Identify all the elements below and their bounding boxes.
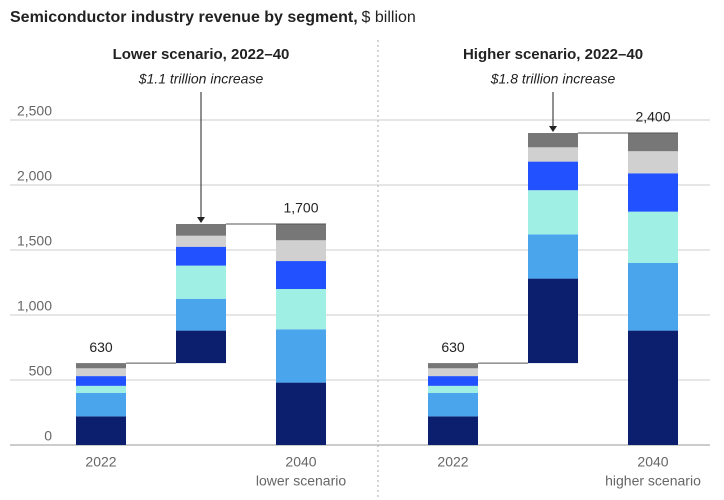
bar-segment [528, 161, 578, 191]
bar-segment [176, 330, 226, 364]
chart-subtitle: $ billion [362, 9, 416, 26]
x-tick-label: 2040 [285, 454, 316, 470]
bar-segment [528, 234, 578, 279]
annotation: $1.8 trillion increase [490, 71, 616, 87]
bar-segment [428, 416, 478, 445]
y-tick-label: 500 [29, 363, 53, 379]
total-label: 2,400 [635, 109, 670, 125]
arrow-head [549, 126, 557, 132]
total-label: 1,700 [283, 200, 318, 216]
bar-segment [628, 263, 678, 331]
total-label: 630 [441, 339, 465, 355]
bar-segment [176, 265, 226, 299]
y-tick-label: 1,500 [17, 233, 52, 249]
bar-segment [76, 393, 126, 417]
panel-title: Lower scenario, 2022–40 [113, 46, 290, 63]
bar-segment [276, 240, 326, 262]
bar-segment [276, 289, 326, 330]
bar-segment [76, 416, 126, 445]
bar-segment [276, 224, 326, 241]
bar-segment [76, 363, 126, 369]
bar-segment [276, 382, 326, 445]
bar-segment [628, 151, 678, 174]
annotation: $1.1 trillion increase [138, 71, 264, 87]
bar-segment [428, 385, 478, 393]
y-tick-label: 1,000 [17, 298, 52, 314]
panel-title: Higher scenario, 2022–40 [463, 46, 643, 63]
bar-segment [628, 330, 678, 445]
y-tick-label: 0 [44, 428, 52, 444]
bar-segment [528, 133, 578, 148]
bar-segment [176, 235, 226, 247]
bar-segment [276, 329, 326, 383]
bar-segment [428, 376, 478, 386]
total-label: 630 [89, 339, 113, 355]
chart-title: Semiconductor industry revenue by segmen… [10, 9, 358, 26]
y-tick-label: 2,000 [17, 168, 52, 184]
bar-segment [628, 133, 678, 152]
bar-segment [76, 385, 126, 393]
bar-segment [628, 211, 678, 263]
bar-segment [428, 363, 478, 369]
bar-segment [76, 368, 126, 377]
bar-segment [428, 393, 478, 417]
bar-segment [528, 147, 578, 162]
x-tick-note: lower scenario [256, 473, 346, 489]
x-tick-label: 2022 [437, 454, 468, 470]
x-tick-label: 2022 [85, 454, 116, 470]
x-tick-note: higher scenario [605, 473, 701, 489]
bar-segment [176, 224, 226, 236]
chart-title-group: Semiconductor industry revenue by segmen… [10, 9, 416, 27]
bar-segment [528, 278, 578, 364]
bar-segment [276, 261, 326, 289]
bar-segment [176, 298, 226, 331]
x-tick-label: 2040 [637, 454, 668, 470]
bar-segment [628, 173, 678, 212]
arrow-head [197, 217, 205, 223]
bar-segment [428, 368, 478, 377]
bar-segment [176, 246, 226, 266]
bar-segment [528, 190, 578, 235]
y-tick-label: 2,500 [17, 103, 52, 119]
bar-segment [76, 376, 126, 386]
